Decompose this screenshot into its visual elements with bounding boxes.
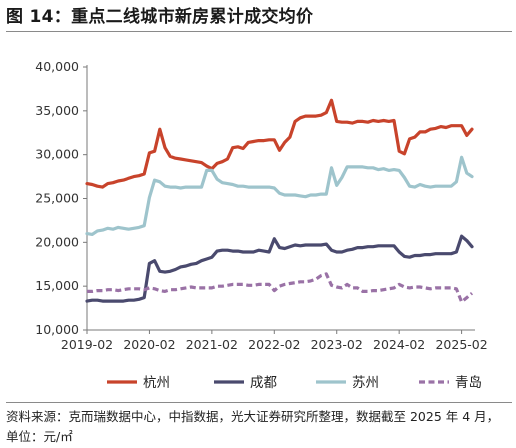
x-tick-label: 2021-02 — [186, 337, 238, 352]
source-note: 资料来源：克而瑞数据中心，中指数据，光大证券研究所整理，数据截至 2025 年 … — [6, 409, 500, 424]
y-tick-label: 40,000 — [35, 59, 79, 74]
y-tick-label: 10,000 — [35, 322, 79, 337]
legend-label-青岛: 青岛 — [455, 375, 482, 391]
x-tick-label: 2025-02 — [435, 337, 487, 352]
y-tick-label: 20,000 — [35, 234, 79, 249]
x-tick-label: 2024-02 — [373, 337, 425, 352]
title-divider — [6, 31, 512, 32]
y-tick-label: 25,000 — [35, 191, 79, 206]
chart-legend: 杭州 成都 苏州 青岛 — [107, 375, 482, 391]
chart-series — [85, 98, 474, 304]
figure-title: 图 14：重点二线城市新房累计成交均价 — [6, 7, 314, 27]
y-tick-label: 30,000 — [35, 147, 79, 162]
x-tick-label: 2022-02 — [248, 337, 300, 352]
legend-label-苏州: 苏州 — [352, 375, 379, 391]
y-tick-label: 15,000 — [35, 278, 79, 293]
unit-note: 单位：元/㎡ — [6, 429, 73, 444]
x-tick-label: 2019-02 — [61, 337, 113, 352]
legend-label-杭州: 杭州 — [143, 375, 170, 391]
series-line-成都 — [85, 234, 474, 303]
chart-axes: 10,000 15,000 20,000 25,000 30,000 35,000 40,0… — [35, 59, 487, 352]
x-tick-label: 2023-02 — [311, 337, 363, 352]
series-line-苏州 — [85, 155, 474, 236]
footer-divider — [6, 402, 512, 403]
y-tick-label: 35,000 — [35, 103, 79, 118]
series-line-青岛 — [87, 272, 474, 304]
series-line-杭州 — [85, 98, 474, 189]
legend-label-成都: 成都 — [250, 375, 277, 391]
x-tick-label: 2020-02 — [123, 337, 175, 352]
